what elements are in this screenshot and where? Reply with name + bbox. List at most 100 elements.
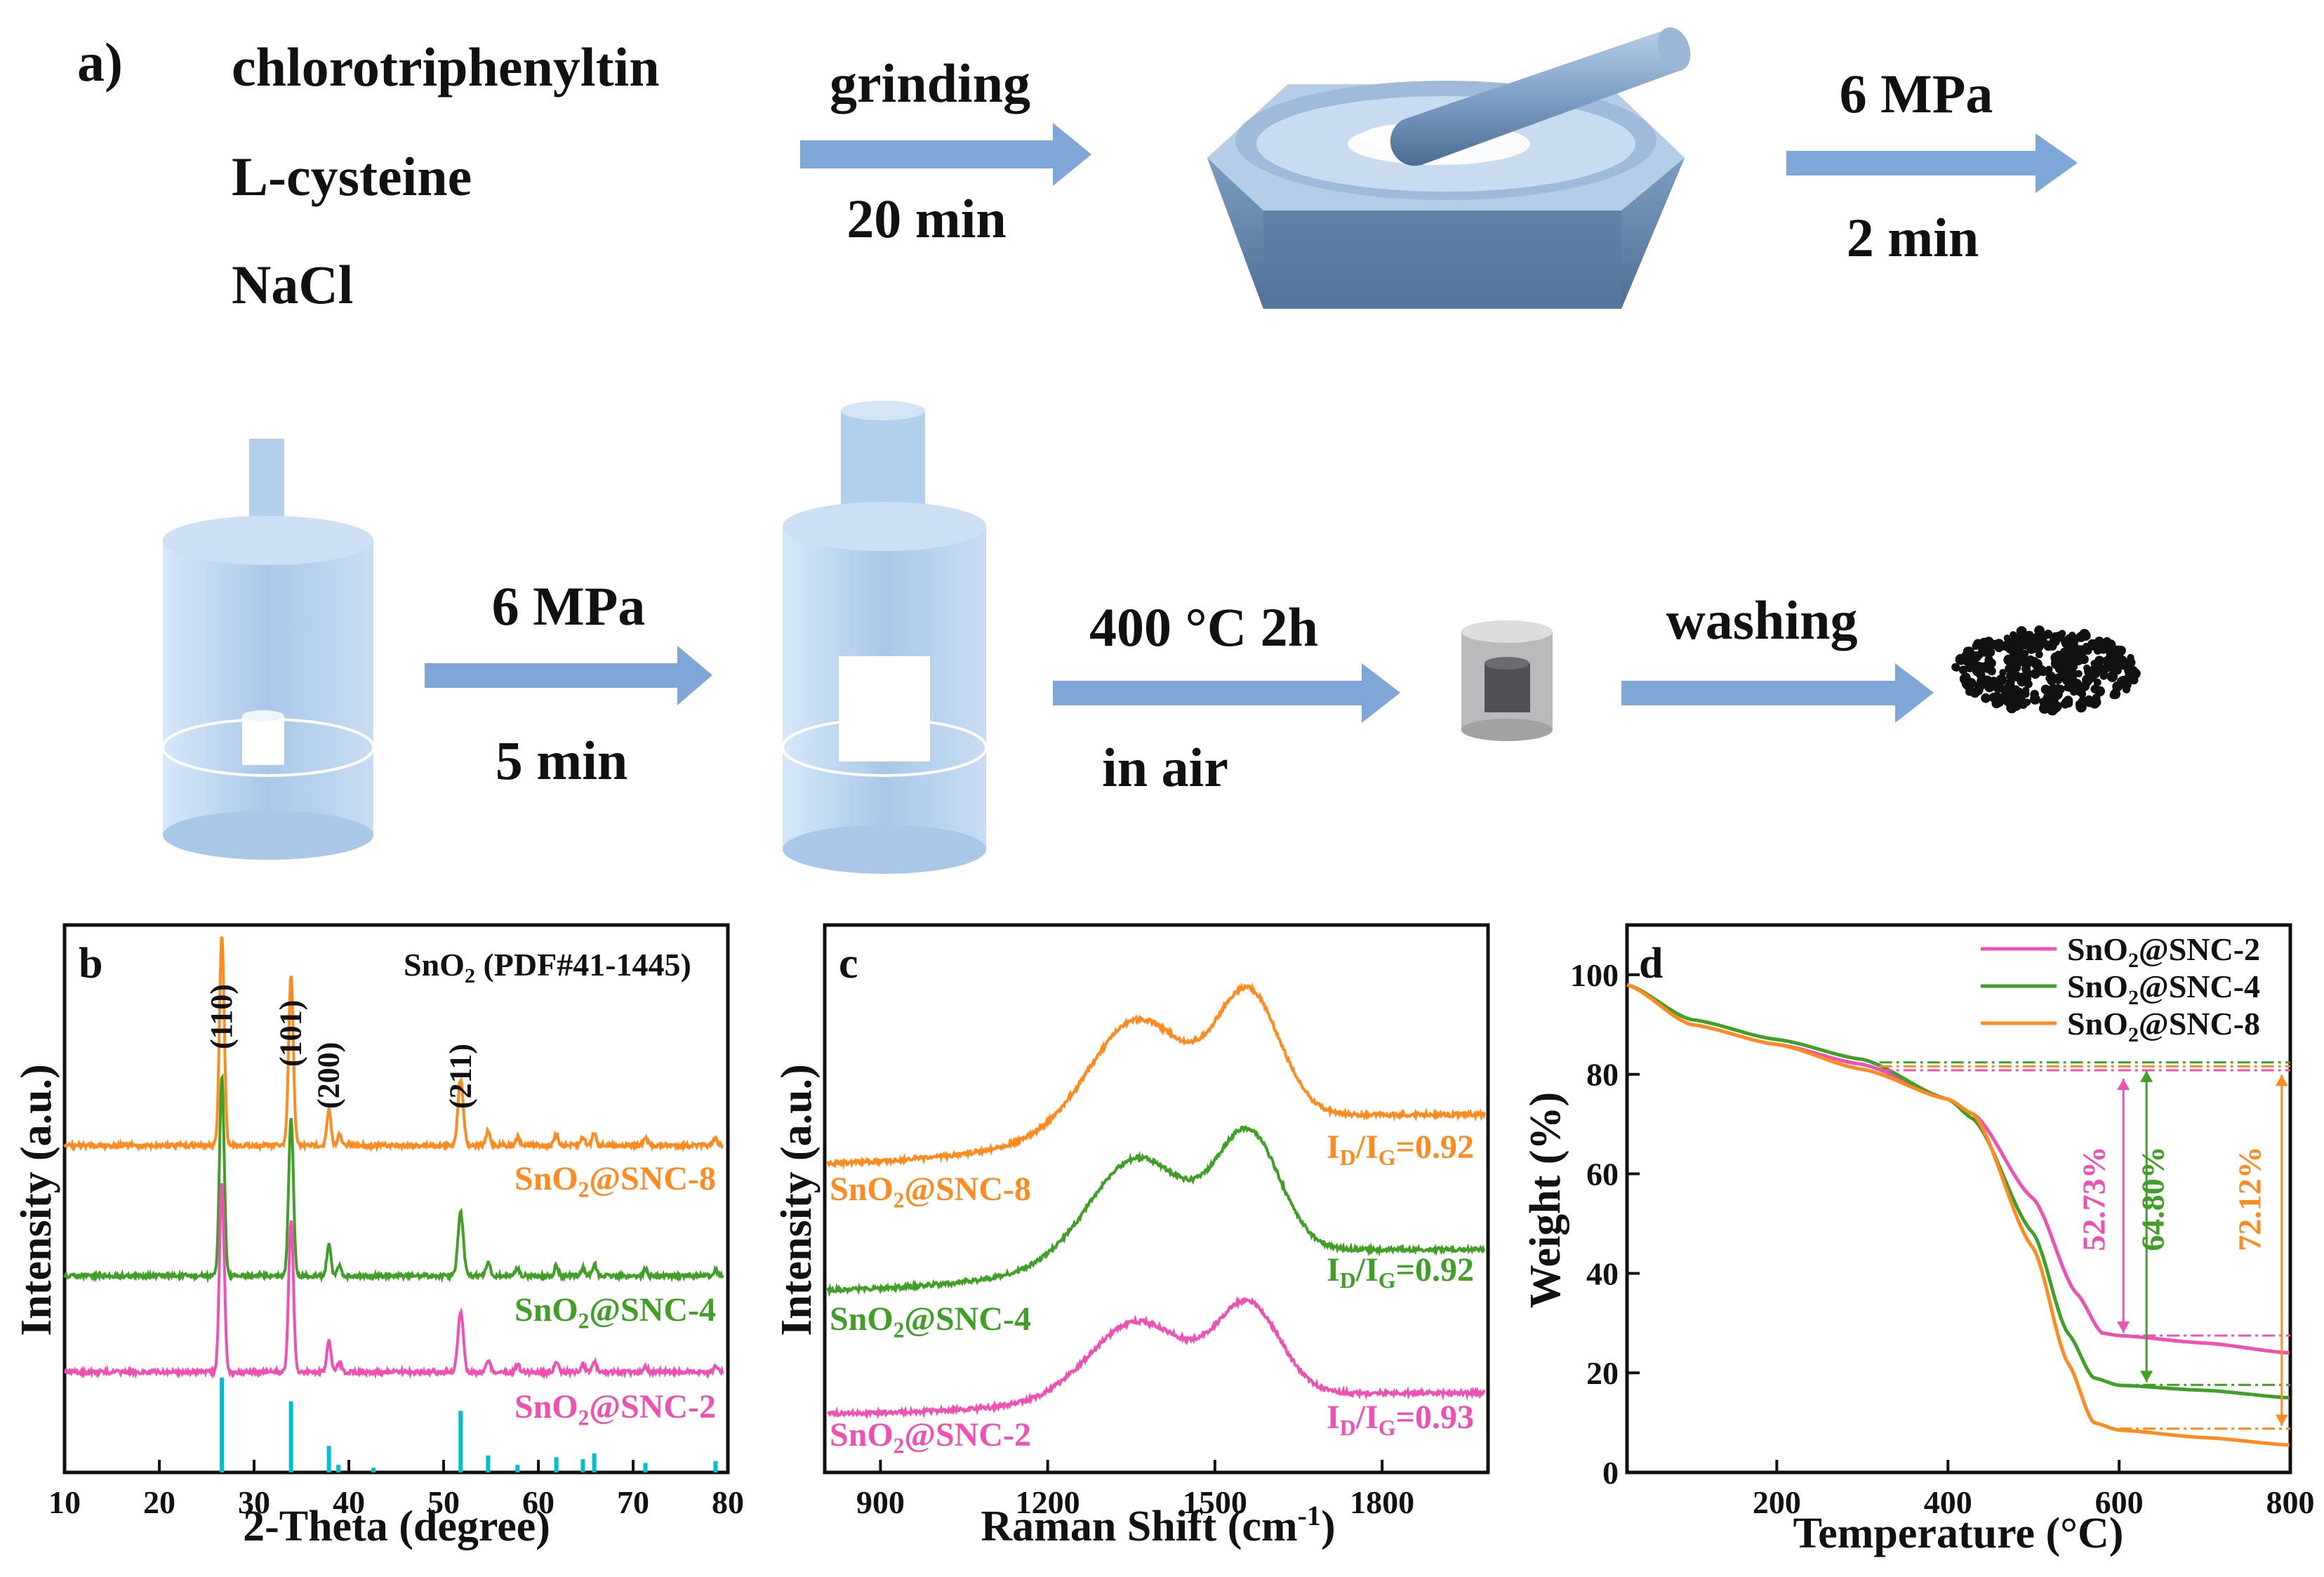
product-powder-illustration — [1951, 625, 2141, 716]
tga-y-tick-label: 40 — [1586, 1256, 1619, 1291]
powder-particle — [2057, 671, 2066, 679]
raman-plot-area: SnO2@SNC-8 SnO2@SNC-4 SnO2@SNC-2 ID/IG=0.92… — [826, 982, 1487, 1520]
powder-particle — [2029, 656, 2039, 666]
powder-particle — [2039, 667, 2047, 674]
powder-particle — [1976, 670, 1986, 680]
powder-particle — [2102, 644, 2110, 652]
panel-b-xrd: b SnO2 (PDF#41-1445) SnO2@SNC-8 SnO2@SNC-… — [13, 923, 744, 1550]
powder-particle — [2079, 629, 2090, 640]
arrow-press-1 — [1786, 133, 2078, 193]
powder-particle — [2069, 663, 2078, 671]
powder-particle — [2036, 641, 2044, 648]
raman-x-tick-label: 900 — [856, 1484, 905, 1520]
tga-arrowhead-up — [2140, 1070, 2153, 1082]
powder-particle — [1987, 681, 1996, 689]
xrd-line-SnO2@SNC-2 — [64, 1183, 724, 1380]
powder-particle — [2053, 656, 2063, 666]
powder-particle — [2047, 704, 2058, 716]
panel-a-scheme: a) chlorotriphenyltin L-cysteine NaCl gr… — [77, 27, 2141, 874]
powder-particle — [2017, 630, 2024, 638]
tga-y-tick-label: 60 — [1586, 1157, 1619, 1192]
xrd-x-tick-label: 40 — [333, 1484, 365, 1520]
tga-line-SnO2@SNC-4 — [1626, 983, 2290, 1400]
xrd-peak-label: (211) — [443, 1044, 477, 1109]
xrd-series-label: SnO2@SNC-2 — [514, 1388, 716, 1430]
powder-particle — [2023, 698, 2031, 706]
xrd-x-tick-label: 10 — [48, 1484, 81, 1520]
xrd-y-axis-label: Intensity (a.u.) — [13, 1064, 60, 1336]
xrd-line-SnO2@SNC-4 — [63, 1072, 724, 1284]
powder-particle — [2050, 637, 2060, 646]
tga-y-tick-label: 80 — [1586, 1057, 1619, 1093]
xrd-x-tick-label: 30 — [238, 1484, 270, 1520]
mortar-pestle-illustration — [1207, 27, 1691, 309]
xrd-series-label: SnO2@SNC-8 — [514, 1160, 716, 1202]
tga-x-tick-label: 400 — [1924, 1484, 1972, 1520]
tga-line-SnO2@SNC-8 — [1626, 983, 2290, 1447]
press-2-time: 5 min — [496, 730, 628, 791]
panel-b-label: b — [79, 940, 102, 987]
raman-x-tick-label: 1800 — [1350, 1484, 1414, 1520]
powder-particle — [2003, 684, 2011, 692]
powder-particle — [2035, 651, 2043, 658]
washing-label: washing — [1666, 590, 1857, 651]
tga-y-tick-label: 100 — [1570, 957, 1619, 993]
powder-particle — [2099, 672, 2108, 680]
powder-particle — [2058, 630, 2066, 638]
xrd-x-tick-label: 70 — [617, 1484, 649, 1520]
tga-plot-area: 52.73% 64.80% 72.12% SnO2@SNC-2SnO2@SNC-4Sn… — [1570, 931, 2315, 1520]
powder-particle — [2061, 698, 2070, 705]
powder-particle — [2047, 674, 2057, 684]
reference-label: SnO2 (PDF#41-1445) — [404, 947, 691, 987]
panel-d-frame — [1625, 923, 2292, 1475]
powder-particle — [1951, 663, 1960, 672]
panel-c-label: c — [839, 940, 858, 987]
xrd-peak-label: (110) — [204, 984, 239, 1049]
reagent-1: chlorotriphenyltin — [232, 36, 660, 98]
powder-particle — [2090, 684, 2099, 694]
raman-ratio-label: ID/IG=0.92 — [1327, 1251, 1474, 1293]
powder-particle — [2079, 654, 2089, 665]
xrd-line-SnO2@SNC-8 — [63, 936, 724, 1153]
powder-particle — [1995, 693, 2005, 703]
press-2-pressure: 6 MPa — [492, 575, 646, 637]
powder-particle — [2039, 698, 2048, 707]
xrd-x-tick-label: 80 — [712, 1484, 744, 1520]
panel-c-frame — [823, 923, 1490, 1475]
tga-arrowhead-up — [2275, 1074, 2288, 1086]
powder-particle — [2085, 695, 2094, 704]
powder-particle — [1996, 684, 2005, 693]
arrow-grinding — [800, 123, 1091, 186]
pellet-illustration — [1461, 620, 1553, 741]
powder-particle — [1987, 667, 1996, 676]
tga-x-tick-label: 200 — [1753, 1484, 1801, 1520]
tga-y-tick-label: 20 — [1586, 1355, 1619, 1391]
tga-x-tick-label: 600 — [2095, 1484, 2144, 1520]
raman-series-label: SnO2@SNC-2 — [830, 1416, 1031, 1458]
panel-a-label: a) — [77, 32, 123, 93]
raman-series-label: SnO2@SNC-8 — [830, 1171, 1031, 1213]
powder-particle — [2007, 695, 2019, 706]
arrow-press-2 — [425, 646, 712, 705]
powder-particle — [2030, 669, 2040, 679]
panel-b-frame — [62, 923, 730, 1475]
press-1-pressure: 6 MPa — [1840, 63, 1993, 124]
powder-particle — [2017, 676, 2028, 687]
tga-y-tick-label: 0 — [1602, 1455, 1619, 1491]
powder-particle — [2010, 641, 2019, 651]
panel-c-raman: c SnO2@SNC-8 SnO2@SNC-4 SnO2@SNC-2 ID/IG=0.… — [773, 923, 1490, 1550]
powder-particle — [1965, 687, 1974, 696]
powder-particle — [2069, 632, 2076, 639]
powder-particle — [2012, 685, 2020, 693]
tga-legend-label: SnO2@SNC-4 — [2067, 969, 2260, 1009]
calcination-condition: 400 °C 2h — [1089, 597, 1318, 658]
powder-particle — [1999, 669, 2007, 677]
xrd-series-label: SnO2@SNC-4 — [514, 1291, 716, 1333]
powder-particle — [2113, 645, 2123, 656]
grinding-time: 20 min — [846, 188, 1007, 249]
tga-arrowhead-down — [2140, 1371, 2153, 1383]
grinding-label: grinding — [830, 53, 1030, 114]
powder-particle — [2120, 679, 2132, 690]
xrd-x-tick-label: 60 — [522, 1484, 555, 1520]
